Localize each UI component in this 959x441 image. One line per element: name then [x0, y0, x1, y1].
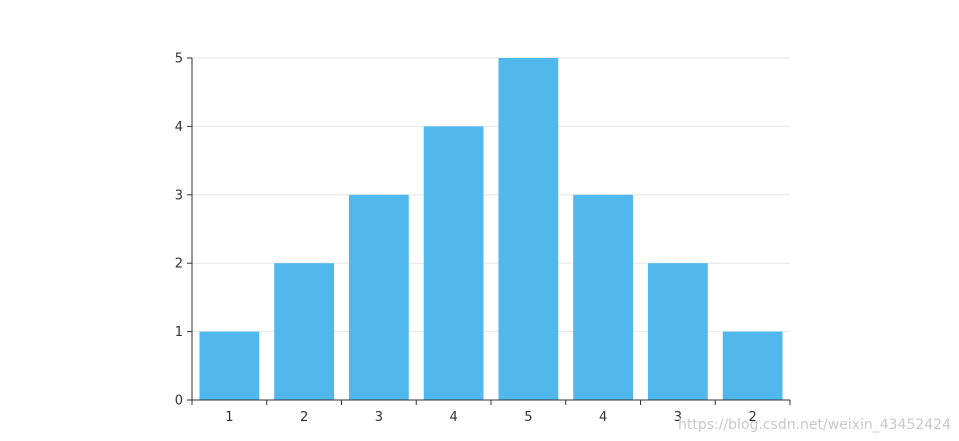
bar-5: [573, 194, 634, 400]
bars: [199, 58, 783, 401]
x-tick-label-6: 3: [674, 410, 682, 425]
x-tick-label-7: 2: [748, 410, 756, 425]
y-tick-label-3: 3: [175, 188, 183, 203]
x-tick-label-1: 2: [300, 410, 308, 425]
y-tick-label-5: 5: [175, 52, 183, 67]
x-tick-label-0: 1: [225, 410, 233, 425]
bar-7: [722, 331, 783, 400]
x-tick-label-2: 3: [375, 410, 383, 425]
x-tick-label-3: 4: [449, 410, 457, 425]
x-tick-label-5: 4: [599, 410, 607, 425]
x-tick-label-4: 5: [524, 410, 532, 425]
bar-3: [423, 126, 484, 401]
y-tick-label-2: 2: [175, 257, 183, 272]
y-tick-label-0: 0: [175, 394, 183, 409]
watermark-text: https://blog.csdn.net/weixin_43452424: [677, 417, 951, 433]
bar-2: [348, 194, 409, 400]
y-tick-label-4: 4: [175, 120, 183, 135]
bar-4: [498, 58, 559, 400]
bar-1: [274, 263, 335, 400]
bar-0: [199, 331, 260, 400]
bar-6: [647, 263, 708, 400]
y-axis-ticks: 0 1 2 3 4 5: [175, 52, 192, 409]
y-tick-label-1: 1: [175, 325, 183, 340]
x-axis-ticks: 1 2 3 4 5 4 3 2: [191, 400, 791, 425]
